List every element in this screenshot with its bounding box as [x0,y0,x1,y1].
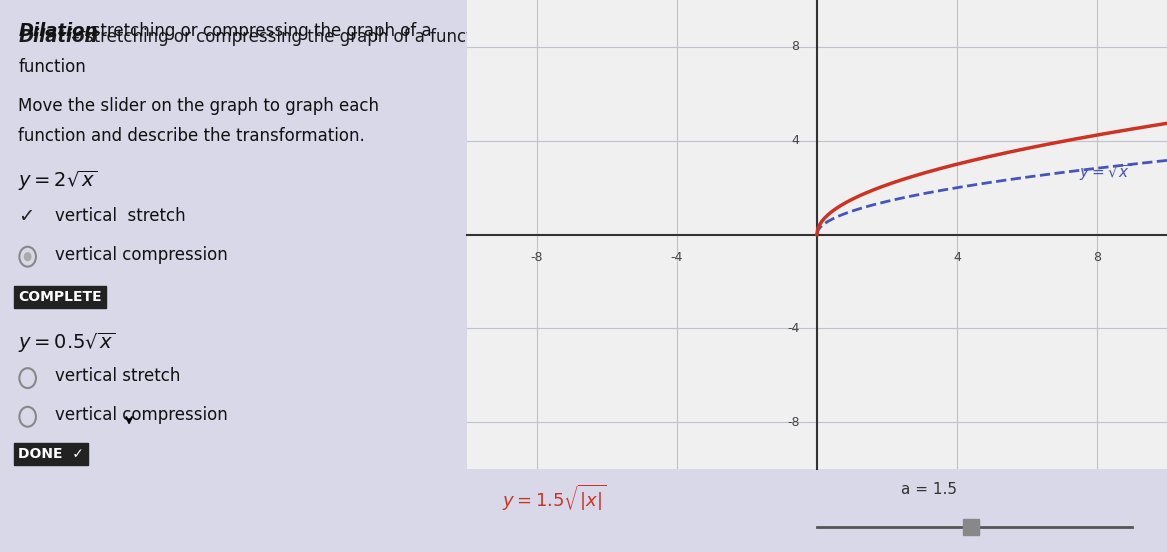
Text: COMPLETE: COMPLETE [19,290,102,304]
Text: a = 1.5: a = 1.5 [901,482,957,497]
Text: DONE  ✓: DONE ✓ [19,447,84,461]
Text: -4: -4 [671,251,683,264]
Text: – stretching or compressing the graph of a: – stretching or compressing the graph of… [78,22,432,40]
Text: vertical compression: vertical compression [55,406,228,424]
Text: -4: -4 [787,322,799,335]
Text: vertical  stretch: vertical stretch [55,207,186,225]
Text: Dilation: Dilation [19,22,98,40]
Text: $y = \sqrt{x}$: $y = \sqrt{x}$ [1079,163,1132,183]
Text: $y = 1.5\sqrt{|x|}$: $y = 1.5\sqrt{|x|}$ [502,483,606,513]
Text: Dilation: Dilation [19,28,98,46]
Text: vertical stretch: vertical stretch [55,367,181,385]
Text: ✓: ✓ [19,207,35,226]
Circle shape [25,253,30,261]
Text: vertical compression: vertical compression [55,246,228,264]
Text: 8: 8 [791,40,799,54]
Text: 4: 4 [791,134,799,147]
Text: 4: 4 [953,251,960,264]
Text: $y = 0.5\sqrt{x}$: $y = 0.5\sqrt{x}$ [19,331,117,355]
Text: – stretching or compressing the graph of a function: – stretching or compressing the graph of… [67,28,498,46]
Text: function: function [19,58,86,76]
Text: function and describe the transformation.: function and describe the transformation… [19,127,365,145]
Text: Move the slider on the graph to graph each: Move the slider on the graph to graph ea… [19,97,379,115]
Text: -8: -8 [531,251,543,264]
Text: 8: 8 [1093,251,1100,264]
Text: -8: -8 [787,416,799,429]
Text: $y = 2\sqrt{x}$: $y = 2\sqrt{x}$ [19,168,98,193]
